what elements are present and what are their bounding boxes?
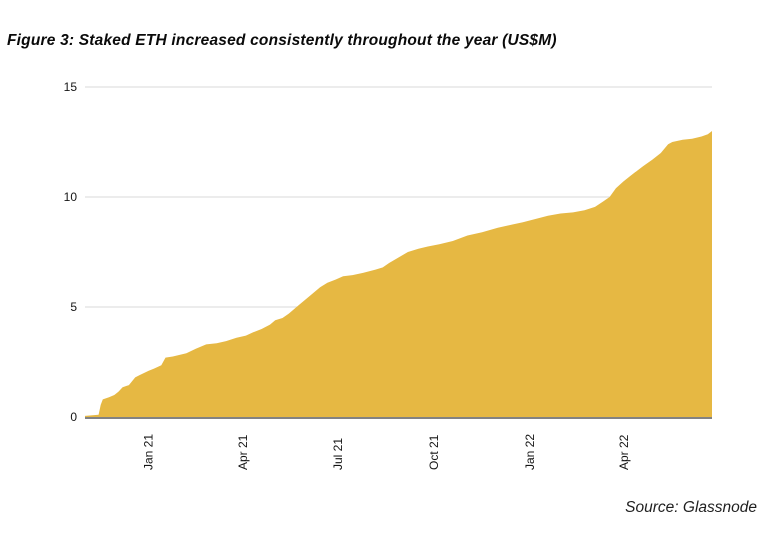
staked-eth-area-series — [85, 131, 712, 417]
y-tick-label-5: 5 — [70, 300, 77, 314]
x-tick-label-jan-22: Jan 22 — [523, 434, 537, 470]
figure-title: Figure 3: Staked ETH increased consisten… — [7, 32, 557, 49]
x-tick-label-oct-21: Oct 21 — [427, 434, 441, 470]
x-tick-label-apr-21: Apr 21 — [236, 434, 250, 470]
source-caption: Source: Glassnode — [625, 499, 757, 516]
x-tick-label-jan-21: Jan 21 — [142, 434, 156, 470]
y-tick-label-15: 15 — [64, 80, 78, 94]
y-tick-label-0: 0 — [70, 410, 77, 424]
x-tick-label-jul-21: Jul 21 — [331, 438, 345, 470]
y-tick-label-10: 10 — [64, 190, 78, 204]
x-tick-label-apr-22: Apr 22 — [617, 434, 631, 470]
